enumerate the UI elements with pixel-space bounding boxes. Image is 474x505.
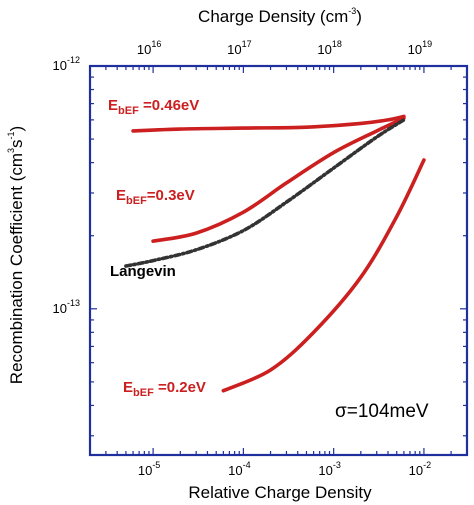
x-tick-label: 10-4 xyxy=(228,460,250,478)
sigma-label: σ=104meV xyxy=(335,401,429,422)
x-axis-title: Relative Charge Density xyxy=(188,483,372,502)
y-tick-label: 10-12 xyxy=(53,55,80,73)
y-tick-label: 10-13 xyxy=(53,298,80,316)
x-top-tick-label: 1017 xyxy=(227,39,251,57)
series-line-046 xyxy=(131,114,406,133)
series-line-langevin xyxy=(124,118,406,268)
series-layer xyxy=(124,114,426,393)
axis-ticks: 10-5 10-4 10-3 10-2 1016 1017 1018 1019 10-13 10-… xyxy=(53,39,468,478)
x-tick-label: 10-3 xyxy=(318,460,340,478)
x-tick-label: 10-5 xyxy=(138,460,160,478)
x-top-tick-label: 1019 xyxy=(408,39,432,57)
series-line-03 xyxy=(151,116,406,243)
plot-frame xyxy=(88,64,469,457)
series-line-02 xyxy=(221,158,426,393)
series-label-03: EbEF=0.3eV xyxy=(116,187,195,207)
y-axis-title: Recombination Coefficient (cm3s-1) xyxy=(6,126,26,384)
x-top-axis-title: Charge Density (cm-3) xyxy=(198,6,362,26)
series-label-046: EbEF =0.46eV xyxy=(108,97,199,117)
x-top-tick-label: 1018 xyxy=(317,39,341,57)
x-top-tick-label: 1016 xyxy=(137,39,161,57)
series-label-langevin: Langevin xyxy=(110,263,176,280)
series-label-02: EbEF =0.2eV xyxy=(123,379,206,399)
x-tick-label: 10-2 xyxy=(409,460,431,478)
